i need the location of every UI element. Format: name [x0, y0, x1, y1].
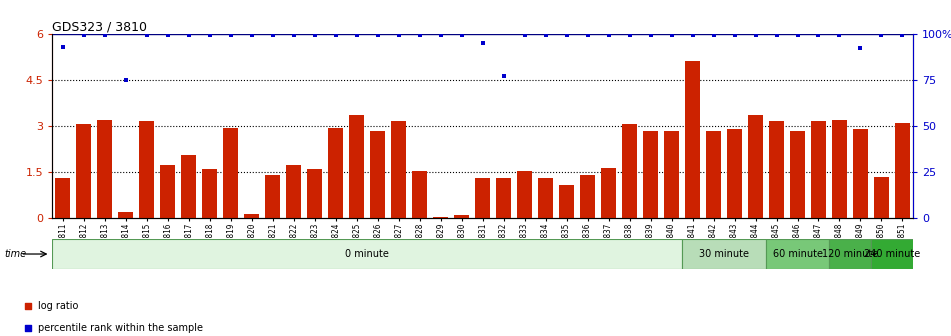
Point	[476, 40, 491, 45]
Point	[517, 38, 533, 43]
Bar	[829, 239, 871, 269]
Bar	[97, 120, 112, 218]
Text: 240 minute: 240 minute	[864, 249, 921, 259]
Point	[496, 73, 512, 79]
Bar	[265, 175, 280, 218]
Point	[391, 33, 406, 38]
Point	[307, 33, 322, 38]
Bar	[643, 131, 658, 218]
Bar	[622, 124, 637, 218]
Bar	[874, 177, 889, 218]
Bar	[307, 169, 322, 218]
Point	[622, 33, 637, 38]
Point	[706, 33, 721, 38]
Point	[747, 33, 763, 38]
Bar	[52, 239, 682, 269]
Bar	[895, 123, 910, 218]
Bar	[790, 131, 805, 218]
Point	[643, 33, 658, 38]
Bar	[223, 128, 238, 218]
Point	[895, 33, 910, 38]
Point	[139, 33, 154, 38]
Text: GDS323 / 3810: GDS323 / 3810	[52, 20, 147, 33]
Bar	[413, 171, 427, 218]
Bar	[244, 214, 259, 218]
Text: percentile rank within the sample: percentile rank within the sample	[38, 323, 203, 333]
Point	[517, 33, 533, 38]
Point	[580, 33, 595, 38]
Bar	[434, 217, 448, 218]
Bar	[707, 131, 721, 218]
Bar	[686, 61, 700, 218]
Bar	[832, 120, 846, 218]
Point	[181, 33, 196, 38]
Bar	[871, 239, 913, 269]
Point	[328, 33, 343, 38]
Point	[244, 33, 260, 38]
Bar	[76, 124, 91, 218]
Bar	[580, 175, 595, 218]
Point	[118, 77, 133, 82]
Bar	[140, 121, 154, 218]
Point	[727, 33, 742, 38]
Bar	[496, 178, 511, 218]
Point	[412, 33, 427, 38]
Bar	[182, 155, 196, 218]
Point	[349, 33, 364, 38]
Bar	[538, 178, 553, 218]
Point	[286, 33, 301, 38]
Point	[538, 33, 553, 38]
Bar	[119, 212, 133, 218]
Point	[517, 233, 533, 239]
Bar	[728, 129, 742, 218]
Point	[664, 33, 679, 38]
Point	[769, 33, 785, 38]
Point	[874, 33, 889, 38]
Bar	[601, 168, 616, 218]
Text: 30 minute: 30 minute	[699, 249, 749, 259]
Point	[76, 33, 91, 38]
Point	[601, 33, 616, 38]
Bar	[328, 128, 343, 218]
Bar	[391, 121, 406, 218]
Bar	[370, 131, 385, 218]
Bar	[664, 131, 679, 218]
Text: log ratio: log ratio	[38, 301, 78, 311]
Point	[97, 33, 112, 38]
Bar	[766, 239, 829, 269]
Point	[370, 33, 385, 38]
Point	[203, 33, 218, 38]
Bar	[682, 239, 766, 269]
Text: 0 minute: 0 minute	[345, 249, 389, 259]
Point	[832, 33, 847, 38]
Bar	[55, 178, 70, 218]
Point	[433, 33, 448, 38]
Bar	[161, 165, 175, 218]
Bar	[349, 115, 364, 218]
Bar	[476, 178, 490, 218]
Point	[790, 33, 805, 38]
Text: 120 minute: 120 minute	[822, 249, 878, 259]
Point	[160, 33, 175, 38]
Point	[853, 46, 868, 51]
Bar	[769, 121, 784, 218]
Bar	[811, 121, 825, 218]
Bar	[517, 171, 532, 218]
Point	[685, 33, 700, 38]
Bar	[203, 169, 217, 218]
Point	[454, 33, 469, 38]
Point	[265, 33, 281, 38]
Point	[559, 33, 574, 38]
Bar	[853, 129, 868, 218]
Point	[811, 33, 826, 38]
Bar	[286, 165, 301, 218]
Point	[55, 44, 70, 49]
Bar	[748, 115, 763, 218]
Bar	[559, 184, 574, 218]
Bar	[455, 215, 469, 218]
Text: 60 minute: 60 minute	[772, 249, 823, 259]
Text: time: time	[5, 249, 27, 259]
Point	[223, 33, 239, 38]
